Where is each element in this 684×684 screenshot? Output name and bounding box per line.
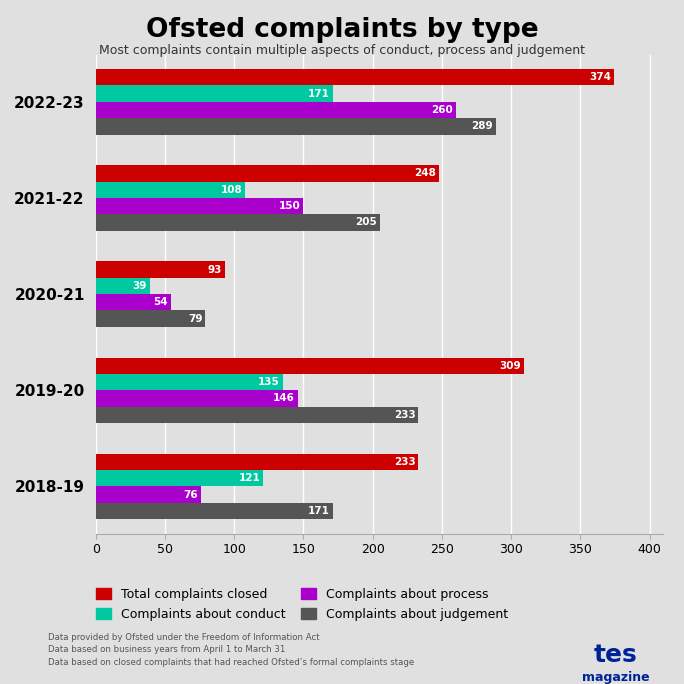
Bar [96,503,332,519]
Text: Most complaints contain multiple aspects of conduct, process and judgement: Most complaints contain multiple aspects… [99,44,585,57]
Text: 171: 171 [308,89,330,98]
Text: 205: 205 [355,218,377,228]
Text: Data provided by Ofsted under the Freedom of Information Act
Data based on busin: Data provided by Ofsted under the Freedo… [48,633,414,667]
Bar [96,166,439,182]
Text: 150: 150 [279,201,301,211]
Text: 93: 93 [207,265,222,274]
Text: 121: 121 [239,473,261,483]
Text: 39: 39 [133,281,147,291]
Bar [96,182,246,198]
Text: 79: 79 [188,314,202,324]
Text: 289: 289 [471,121,493,131]
Bar [96,86,332,102]
Text: 309: 309 [499,360,521,371]
Bar [96,486,201,503]
Bar [96,102,456,118]
Bar [96,69,614,86]
Bar [96,261,224,278]
Legend: Total complaints closed, Complaints about conduct, Complaints about process, Com: Total complaints closed, Complaints abou… [96,588,508,620]
Text: magazine: magazine [582,671,649,684]
Bar [96,453,419,470]
Bar [96,358,524,374]
Text: 233: 233 [394,410,416,420]
Text: 76: 76 [183,490,198,499]
Text: 248: 248 [415,168,436,179]
Text: 135: 135 [258,377,280,387]
Text: 146: 146 [274,393,295,404]
Bar [96,294,170,311]
Text: 171: 171 [308,506,330,516]
Bar [96,470,263,486]
Text: 54: 54 [153,298,168,307]
Text: 108: 108 [221,185,243,195]
Bar [96,406,419,423]
Bar [96,214,380,231]
Text: Ofsted complaints by type: Ofsted complaints by type [146,17,538,43]
Bar [96,278,150,294]
Bar [96,118,496,135]
Text: tes: tes [594,643,637,667]
Bar [96,374,282,391]
Bar [96,391,298,406]
Bar [96,311,205,327]
Text: 260: 260 [431,105,453,115]
Text: 233: 233 [394,457,416,467]
Text: 374: 374 [589,73,611,82]
Bar [96,198,304,214]
